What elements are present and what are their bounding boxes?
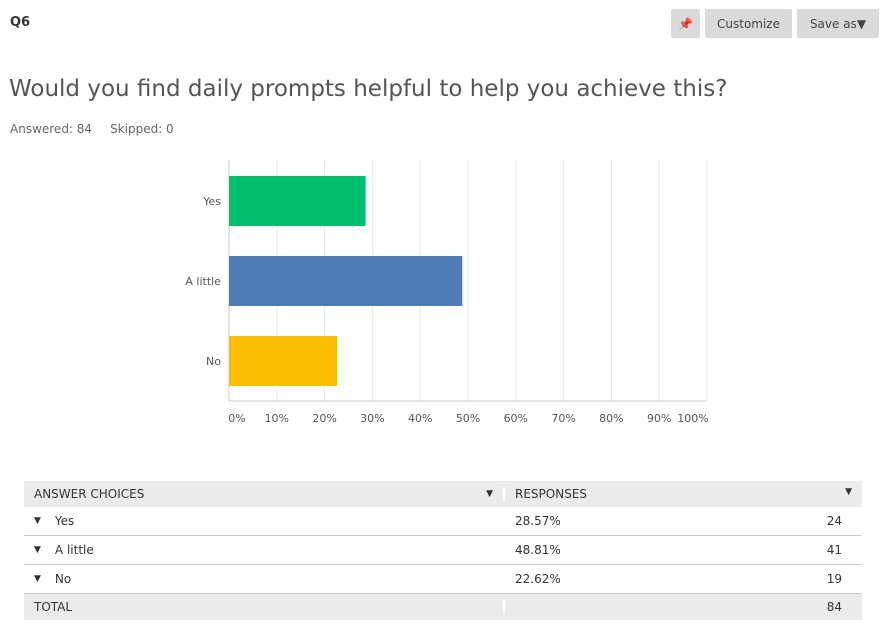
sort-caret-icon[interactable]: ▼ xyxy=(845,487,852,497)
x-tick-label: 60% xyxy=(504,412,528,425)
table-row: ▼ A little 48.81% 41 xyxy=(24,536,862,565)
pin-button[interactable]: 📌 xyxy=(671,9,700,38)
choice-label: A little xyxy=(54,543,94,557)
response-percent: 48.81% xyxy=(515,543,561,557)
bar-chart: 0% 10% 20% 30% 40% 50% 60% 70% 80% 90% 100% Yes A li… xyxy=(185,160,709,425)
x-tick-label: 50% xyxy=(456,412,480,425)
table-row: ▼ No 22.62% 19 xyxy=(24,565,862,594)
bar[interactable] xyxy=(229,336,338,386)
response-count: 41 xyxy=(826,543,842,557)
caret-down-icon: ▼ xyxy=(856,16,867,31)
table-row: ▼ Yes 28.57% 24 xyxy=(24,507,862,536)
responses-header[interactable]: RESPONSES xyxy=(515,487,588,501)
responses-table: ANSWER CHOICES ▼ RESPONSES ▼ ▼ Yes 28.57% 24 ▼… xyxy=(24,481,862,620)
question-title: Would you find daily prompts helpful to … xyxy=(9,76,728,102)
response-count: 24 xyxy=(826,514,842,528)
x-tick-label: 70% xyxy=(551,412,575,425)
sort-caret-icon[interactable]: ▼ xyxy=(486,489,493,499)
expand-caret-icon[interactable]: ▼ xyxy=(34,545,41,555)
expand-caret-icon[interactable]: ▼ xyxy=(34,574,41,584)
category-label: No xyxy=(206,355,221,368)
x-tick-label: 30% xyxy=(360,412,384,425)
total-count: 84 xyxy=(826,600,842,614)
table-header: ANSWER CHOICES ▼ RESPONSES ▼ xyxy=(24,481,862,507)
x-tick-label: 80% xyxy=(599,412,623,425)
x-tick-label: 10% xyxy=(265,412,289,425)
x-tick-label: 100% xyxy=(677,412,708,425)
x-tick-label: 40% xyxy=(408,412,432,425)
choice-label: No xyxy=(54,572,72,586)
question-number: Q6 xyxy=(10,15,31,30)
total-label: TOTAL xyxy=(24,600,505,614)
customize-button[interactable]: Customize xyxy=(705,9,792,38)
category-label: A little xyxy=(185,275,221,288)
total-row: TOTAL 84 xyxy=(24,594,862,620)
category-label: Yes xyxy=(202,195,221,208)
answered-count: Answered: 84 xyxy=(10,122,93,136)
x-tick-label: 90% xyxy=(647,412,671,425)
response-count: 19 xyxy=(826,572,842,586)
save-as-button[interactable]: Save as ▼ xyxy=(797,9,879,38)
response-percent: 22.62% xyxy=(515,572,561,586)
answer-choices-header[interactable]: ANSWER CHOICES xyxy=(34,487,145,501)
choice-label: Yes xyxy=(54,514,75,528)
x-tick-label: 0% xyxy=(228,412,245,425)
bar[interactable] xyxy=(229,256,463,306)
bar[interactable] xyxy=(229,176,366,226)
save-as-label: Save as xyxy=(809,16,857,31)
x-tick-label: 20% xyxy=(312,412,336,425)
expand-caret-icon[interactable]: ▼ xyxy=(34,516,41,526)
response-percent: 28.57% xyxy=(515,514,561,528)
pin-icon: 📌 xyxy=(678,16,693,31)
skipped-count: Skipped: 0 xyxy=(110,122,174,136)
